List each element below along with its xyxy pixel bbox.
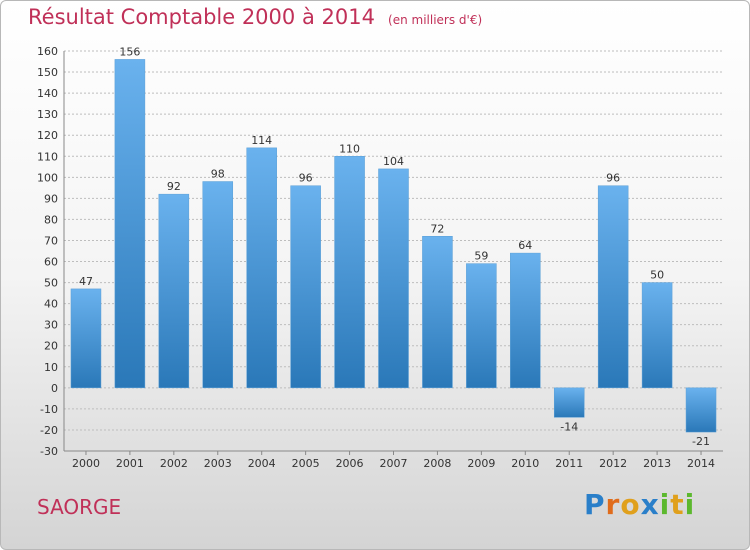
y-tick-label: 130 xyxy=(37,108,58,121)
bars xyxy=(70,59,717,433)
y-tick-label: 140 xyxy=(37,87,58,100)
bar-2007 xyxy=(378,168,409,389)
y-tick-label: 120 xyxy=(37,129,58,142)
data-label-2013: 50 xyxy=(650,269,664,282)
bar-2006 xyxy=(334,156,365,389)
logo-letter: i xyxy=(684,488,696,521)
bar-2000 xyxy=(70,288,102,389)
y-tick-label: 110 xyxy=(37,150,58,163)
x-tick-label: 2004 xyxy=(248,457,276,470)
bar-2011 xyxy=(553,387,585,418)
x-tick-label: 2001 xyxy=(116,457,144,470)
bar-2003 xyxy=(202,181,234,389)
data-label-2002: 92 xyxy=(167,180,181,193)
data-label-2000: 47 xyxy=(79,275,93,288)
bar-2014 xyxy=(685,387,717,433)
data-label-2008: 72 xyxy=(430,222,444,235)
bar-2012 xyxy=(597,185,629,389)
logo-letter: o xyxy=(620,488,641,521)
data-label-2011: -14 xyxy=(560,420,578,433)
bar-2004 xyxy=(246,147,277,389)
x-axis-ticks: 2000 2001 2002 2003 2004 2005 2006 2007 2008 2009… xyxy=(72,451,715,470)
bar-2013 xyxy=(641,282,673,389)
y-axis-ticks: -30 -20 -10 0 10 20 30 40 50 60 70 80 90 100 110 120 130… xyxy=(37,45,58,458)
data-labels: 47 156 92 98 114 96 110 104 72 59 64 -14 96 50 -21 xyxy=(79,45,710,448)
x-tick-label: 2000 xyxy=(72,457,100,470)
x-tick-label: 2013 xyxy=(643,457,671,470)
title-row: Résultat Comptable 2000 à 2014 (en milli… xyxy=(28,5,482,29)
y-tick-label: 90 xyxy=(44,192,58,205)
bar-2005 xyxy=(290,185,321,389)
data-label-2004: 114 xyxy=(251,134,272,147)
y-tick-label: 150 xyxy=(37,66,58,79)
chart-title: Résultat Comptable 2000 à 2014 xyxy=(28,5,375,29)
logo-letter: P xyxy=(584,488,606,521)
y-tick-label: 40 xyxy=(44,298,58,311)
x-tick-label: 2014 xyxy=(687,457,715,470)
data-label-2010: 64 xyxy=(518,239,532,252)
logo-letter: i xyxy=(659,488,671,521)
x-tick-label: 2005 xyxy=(292,457,320,470)
y-tick-label: 30 xyxy=(44,319,58,332)
data-label-2003: 98 xyxy=(211,168,225,181)
x-tick-label: 2008 xyxy=(423,457,451,470)
y-tick-label: -20 xyxy=(40,424,58,437)
y-tick-label: 80 xyxy=(44,213,58,226)
logo-letter: t xyxy=(670,488,685,521)
bar-2002 xyxy=(158,193,190,389)
y-tick-label: -30 xyxy=(40,445,58,458)
y-tick-label: 50 xyxy=(44,277,58,290)
commune-name: SAORGE xyxy=(37,495,122,519)
y-tick-label: 60 xyxy=(44,256,58,269)
y-tick-label: 0 xyxy=(51,382,58,395)
logo-letter: r xyxy=(605,488,621,521)
data-label-2014: -21 xyxy=(692,435,710,448)
y-tick-label: 10 xyxy=(44,361,58,374)
proxiti-logo: Proxiti xyxy=(584,488,695,521)
x-tick-label: 2003 xyxy=(204,457,232,470)
bar-2010 xyxy=(510,252,541,389)
y-tick-label: 100 xyxy=(37,171,58,184)
bar-2009 xyxy=(466,263,497,389)
bar-2001 xyxy=(114,59,146,389)
data-label-2006: 110 xyxy=(339,142,360,155)
logo-letter: x xyxy=(640,488,660,521)
data-label-2007: 104 xyxy=(383,155,404,168)
y-tick-label: 70 xyxy=(44,234,58,247)
data-label-2012: 96 xyxy=(606,172,620,185)
x-tick-label: 2007 xyxy=(380,457,408,470)
x-tick-label: 2002 xyxy=(160,457,188,470)
data-label-2001: 156 xyxy=(119,45,140,58)
data-label-2009: 59 xyxy=(474,250,488,263)
x-tick-label: 2009 xyxy=(467,457,495,470)
x-tick-label: 2010 xyxy=(511,457,539,470)
chart-subtitle: (en milliers d'€) xyxy=(388,13,483,27)
x-tick-label: 2012 xyxy=(599,457,627,470)
y-tick-label: 160 xyxy=(37,45,58,58)
x-tick-label: 2011 xyxy=(555,457,583,470)
y-tick-label: -10 xyxy=(40,403,58,416)
y-tick-label: 20 xyxy=(44,340,58,353)
x-tick-label: 2006 xyxy=(336,457,364,470)
bar-2008 xyxy=(422,236,453,389)
data-label-2005: 96 xyxy=(299,172,313,185)
